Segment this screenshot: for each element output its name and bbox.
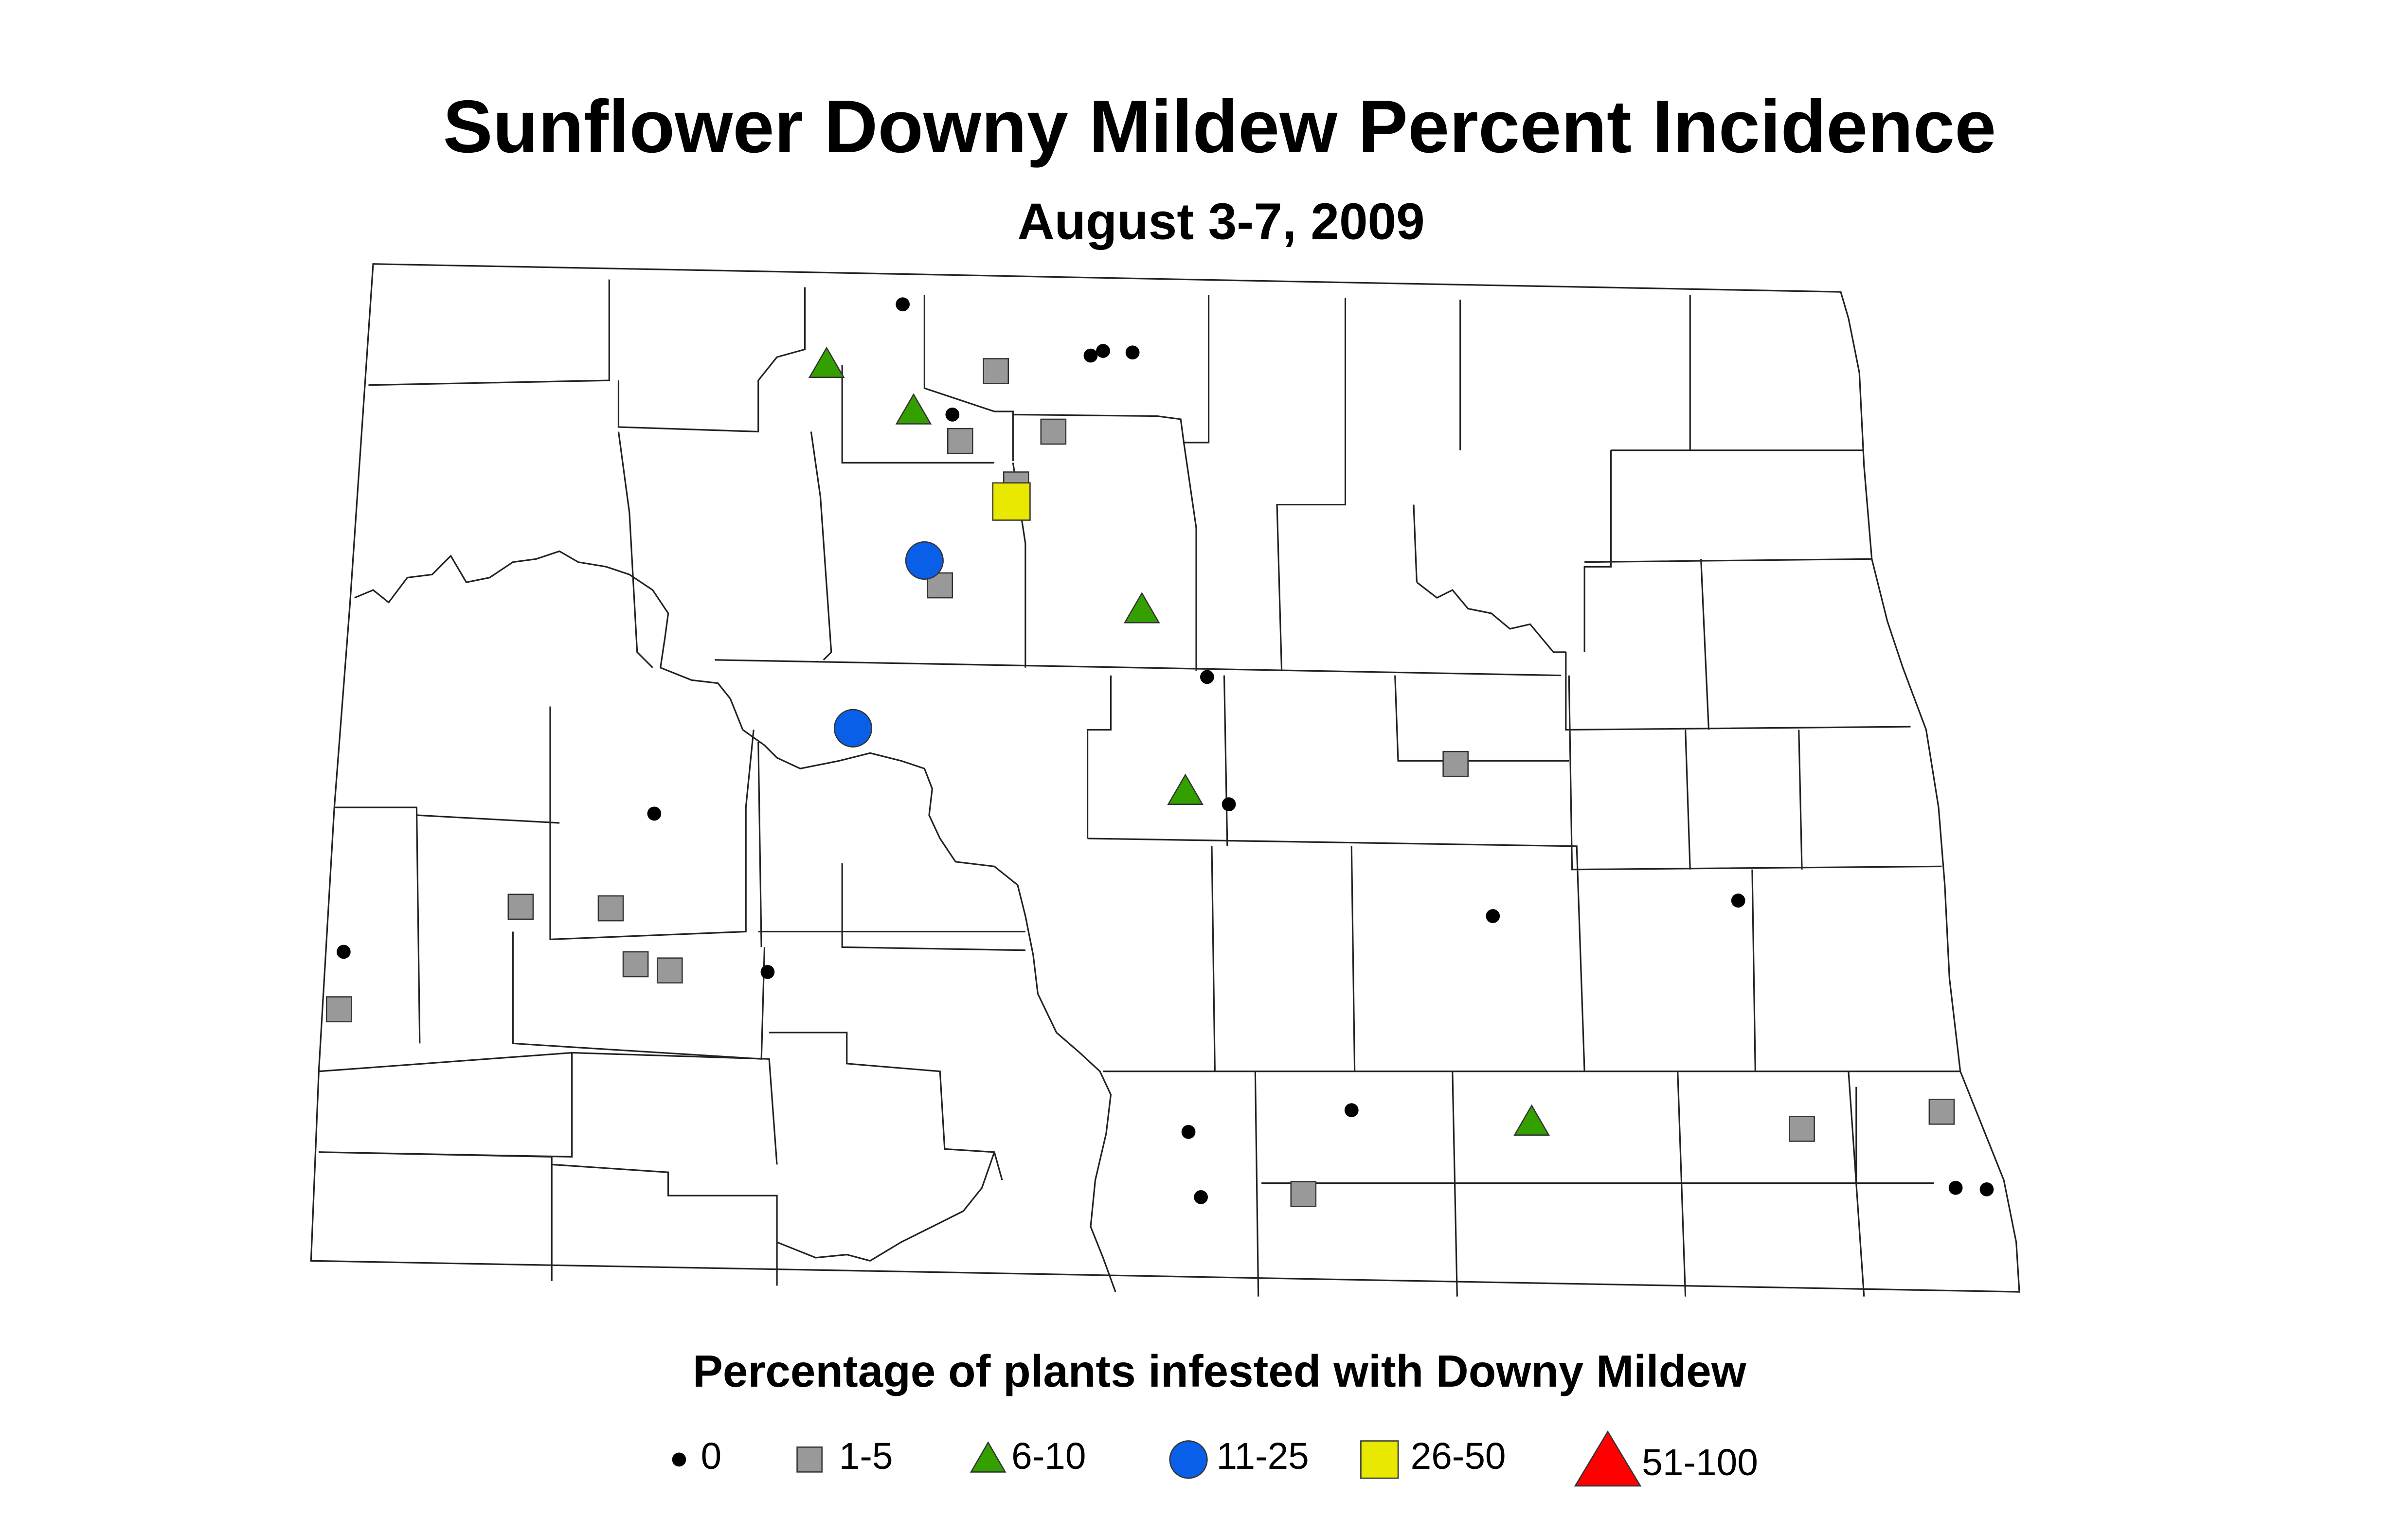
square-symbol [947, 428, 973, 454]
dot-symbol [1200, 670, 1214, 684]
dot-symbol [647, 806, 662, 821]
dot-symbol [1344, 1103, 1359, 1117]
square-symbol [507, 893, 534, 920]
large-square-symbol [1360, 1440, 1399, 1479]
triangle-symbol [970, 1441, 1006, 1473]
triangle-symbol [1167, 773, 1204, 805]
dot-symbol [1083, 348, 1098, 363]
dot-symbol [760, 965, 775, 979]
legend-label: 1-5 [839, 1436, 893, 1477]
legend-label: 6-10 [1011, 1436, 1086, 1477]
square-symbol [1040, 418, 1067, 445]
square-symbol [622, 951, 649, 978]
square-symbol [326, 996, 352, 1022]
dot-symbol [1181, 1124, 1196, 1139]
triangle-symbol [1513, 1104, 1550, 1136]
square-symbol [983, 358, 1009, 384]
legend-label: 0 [701, 1436, 722, 1477]
circle-symbol [833, 709, 873, 748]
square-symbol [796, 1446, 823, 1473]
dot-symbol [1486, 909, 1500, 923]
legend-label: 26-50 [1411, 1436, 1506, 1477]
map-title: Sunflower Downy Mildew Percent Incidence [443, 85, 1996, 168]
dot-symbol [1979, 1182, 1994, 1196]
dot-symbol [672, 1452, 686, 1467]
square-symbol [597, 895, 624, 922]
circle-symbol [905, 541, 944, 580]
square-symbol [1290, 1181, 1317, 1207]
dot-symbol [896, 297, 910, 312]
dot-symbol [1096, 344, 1110, 358]
legend-label: 11-25 [1217, 1436, 1309, 1477]
legend: 0 1-5 6-10 11-25 26-50 51-100 [672, 1430, 1758, 1487]
square-symbol [1928, 1098, 1955, 1125]
triangle-symbol [895, 393, 932, 425]
legend-label: 51-100 [1642, 1442, 1758, 1483]
dot-symbol [1731, 893, 1745, 908]
triangle-symbol [1123, 591, 1160, 624]
dot-symbol [1194, 1190, 1208, 1204]
legend-title: Percentage of plants infested with Downy… [693, 1346, 1747, 1396]
square-symbol [1442, 750, 1469, 777]
dot-symbol [1125, 345, 1140, 360]
state-outline [310, 263, 2020, 1297]
large-square-symbol [992, 482, 1031, 521]
dot-symbol [945, 408, 960, 422]
dot-symbol [337, 945, 351, 959]
square-symbol [656, 957, 683, 984]
triangle-symbol [808, 346, 845, 378]
dot-symbol [1948, 1180, 1963, 1195]
map-subtitle: August 3-7, 2009 [1018, 194, 1425, 250]
circle-symbol [1169, 1440, 1208, 1479]
square-symbol [1789, 1116, 1815, 1142]
dot-symbol [1222, 797, 1236, 812]
large-triangle-symbol [1574, 1430, 1642, 1487]
survey-points [326, 297, 1994, 1207]
